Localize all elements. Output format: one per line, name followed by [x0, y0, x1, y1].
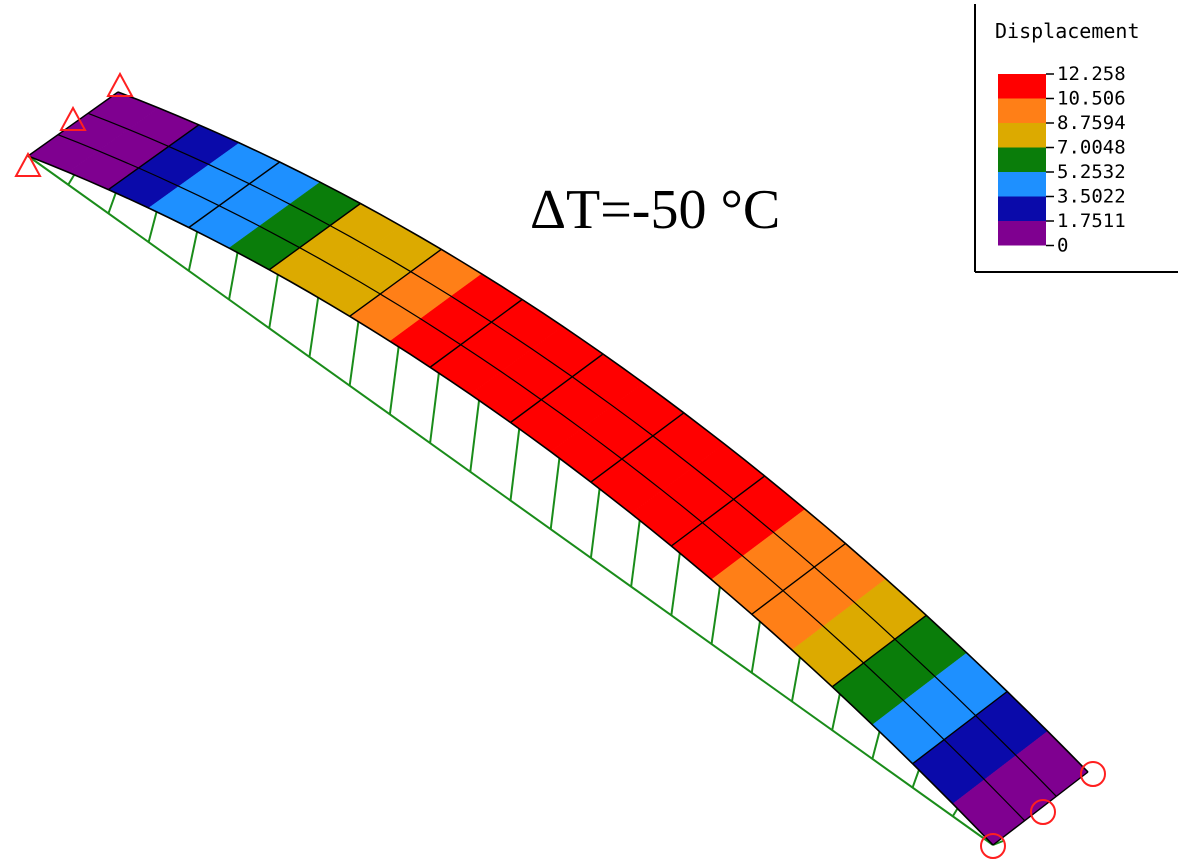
legend-label: 1.7511 [1057, 210, 1126, 232]
undeformed-mesh-line [630, 509, 643, 587]
pin-support-icon [59, 105, 87, 131]
legend-label: 3.5022 [1057, 186, 1126, 208]
beam-mesh-line [188, 161, 281, 229]
beam-mesh-line [670, 475, 766, 547]
legend-band [998, 196, 1046, 221]
legend-label: 5.2532 [1057, 161, 1126, 183]
beam-mesh-line [751, 542, 846, 615]
undeformed-mesh-line [348, 312, 361, 386]
legend-band [998, 147, 1046, 172]
legend-band [998, 221, 1046, 246]
undeformed-mesh-line [308, 288, 321, 358]
legend-label: 12.258 [1057, 63, 1126, 85]
legend-label: 0 [1057, 235, 1068, 257]
legend-title: Displacement [995, 19, 1140, 43]
roller-support-icon [1030, 799, 1056, 825]
pin-support-icon [14, 151, 42, 177]
undeformed-mesh-line [670, 541, 683, 616]
roller-support-icon [1080, 761, 1106, 787]
legend-color-bands [998, 74, 1046, 246]
beam-mesh-line [117, 91, 1089, 773]
beam-mesh-line [831, 614, 927, 688]
undeformed-mesh-line [589, 477, 602, 559]
undeformed-mesh-line [268, 265, 281, 329]
legend-label: 8.7594 [1057, 112, 1126, 134]
beam-mesh-line [429, 298, 523, 368]
beam-mesh-line [349, 248, 442, 317]
legend-band [998, 74, 1046, 99]
undeformed-mesh-line [469, 390, 482, 472]
beam-mesh-line [268, 202, 361, 271]
legend-label: 10.506 [1057, 88, 1126, 110]
undeformed-mesh-line [429, 363, 442, 444]
temperature-change-label: ΔT=-50 °C [530, 179, 780, 241]
undeformed-mesh-line [509, 418, 522, 501]
beam-mesh-line [108, 124, 200, 191]
deformed-beam-contour [27, 91, 1089, 846]
beam-mesh-line [992, 771, 1089, 846]
boundary-supports [14, 71, 1106, 859]
beam-mesh-line [590, 412, 685, 483]
undeformed-mesh [27, 151, 1004, 846]
legend-label: 7.0048 [1057, 137, 1126, 159]
beam-mesh-line [87, 112, 1057, 797]
legend-band [998, 172, 1046, 197]
beam-mesh-line [27, 91, 119, 157]
legend-band [998, 123, 1046, 148]
beam-mesh-line [912, 690, 1008, 765]
beam-mesh-line [510, 353, 604, 424]
undeformed-mesh-line [388, 337, 401, 415]
beam-mesh-line [27, 155, 994, 846]
roller-support-icon [980, 833, 1006, 859]
undeformed-mesh-line [549, 447, 562, 530]
beam-mesh-line [57, 134, 1026, 822]
pin-support-icon [106, 71, 134, 97]
legend-band [998, 98, 1046, 123]
